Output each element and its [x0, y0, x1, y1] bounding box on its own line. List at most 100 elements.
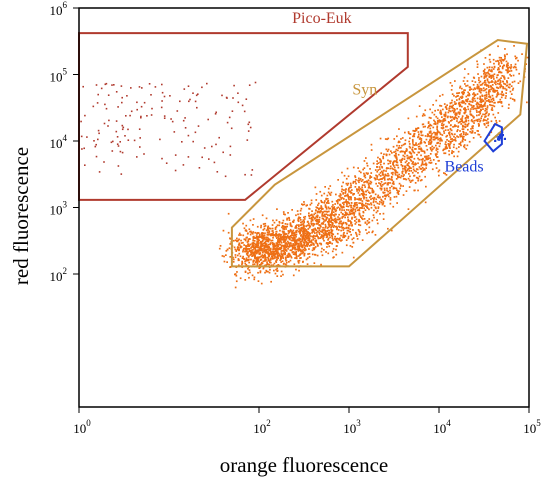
event-dot: [387, 137, 390, 140]
event-dot: [409, 159, 412, 161]
event-dot: [308, 226, 311, 229]
event-dot: [350, 209, 352, 212]
event-dot: [311, 235, 314, 238]
event-dot: [444, 119, 447, 122]
event-dot: [397, 193, 400, 195]
event-dot: [316, 216, 319, 219]
event-dot: [493, 78, 495, 80]
event-dot: [234, 254, 237, 256]
event-dot: [486, 79, 489, 82]
event-dot: [429, 135, 432, 138]
event-dot: [380, 170, 383, 173]
event-dot: [471, 101, 474, 103]
event-dot: [163, 117, 166, 119]
event-dot: [414, 189, 416, 192]
event-dot: [406, 157, 409, 159]
event-dot: [286, 223, 289, 226]
event-dot: [363, 197, 365, 200]
event-dot: [456, 107, 458, 110]
event-dot: [468, 89, 471, 91]
event-dot: [398, 173, 401, 176]
event-dot: [353, 212, 356, 214]
event-dot: [80, 120, 82, 123]
event-dot: [314, 237, 316, 240]
event-dot: [274, 234, 277, 236]
event-dot: [382, 203, 384, 206]
event-dot: [455, 96, 457, 98]
event-dot: [245, 98, 248, 100]
event-dot: [456, 99, 458, 101]
event-dot: [436, 126, 438, 129]
event-dot: [340, 190, 343, 193]
event-dot: [402, 143, 405, 146]
event-dot: [390, 229, 393, 232]
event-dot: [352, 229, 354, 231]
event-dot: [249, 230, 251, 233]
event-dot: [412, 165, 415, 168]
event-dot: [321, 254, 324, 257]
event-dot: [401, 150, 403, 153]
event-dot: [396, 158, 398, 161]
event-dot: [347, 226, 350, 229]
event-dot: [401, 159, 403, 161]
event-dot: [466, 84, 469, 87]
event-dot: [323, 249, 325, 251]
event-dot: [107, 125, 109, 127]
event-dot: [314, 235, 317, 237]
event-dot: [288, 261, 290, 263]
event-dot: [467, 108, 470, 111]
event-dot: [344, 192, 347, 194]
event-dot: [448, 150, 450, 152]
event-dot: [389, 167, 392, 170]
x-tick-label: 100: [73, 418, 91, 436]
event-dot: [271, 255, 273, 257]
event-dot: [316, 242, 319, 245]
event-dot: [268, 227, 271, 230]
event-dot: [357, 192, 360, 194]
event-dot: [350, 233, 352, 236]
event-dot: [432, 138, 435, 141]
event-dot: [294, 257, 296, 259]
event-dot: [379, 158, 381, 160]
event-dot: [296, 224, 298, 226]
event-dot: [443, 115, 446, 117]
event-dot: [513, 98, 516, 101]
event-dot: [412, 135, 414, 138]
event-dot: [391, 167, 393, 170]
event-dot: [387, 193, 389, 196]
event-dot: [395, 153, 397, 155]
event-dot: [97, 93, 99, 96]
event-dot: [274, 252, 276, 255]
event-dot: [283, 244, 286, 247]
event-dot: [121, 124, 124, 127]
event-dot: [161, 157, 163, 160]
event-dot: [307, 220, 309, 223]
event-dot: [507, 77, 510, 79]
event-dot: [327, 187, 330, 190]
event-dot: [502, 94, 505, 97]
event-dot: [477, 73, 479, 75]
event-dot: [254, 81, 257, 84]
event-dot: [334, 225, 337, 228]
event-dot: [454, 116, 457, 118]
event-dot: [303, 238, 306, 240]
event-dot: [240, 246, 243, 248]
event-dot: [466, 80, 469, 82]
event-dot: [439, 133, 442, 136]
event-dot: [487, 71, 489, 74]
event-dot: [282, 234, 285, 236]
event-dot: [274, 272, 277, 275]
event-dot: [310, 217, 312, 220]
event-dot: [257, 237, 260, 239]
event-dot: [474, 88, 477, 90]
event-dot: [345, 177, 348, 180]
event-dot: [383, 191, 386, 194]
event-dot: [419, 148, 422, 150]
event-dot: [354, 175, 356, 177]
event-dot: [459, 87, 461, 89]
event-dot: [321, 229, 324, 231]
event-dot: [415, 129, 417, 132]
event-dot: [302, 227, 305, 229]
event-dot: [443, 113, 446, 116]
event-dot: [489, 61, 492, 63]
